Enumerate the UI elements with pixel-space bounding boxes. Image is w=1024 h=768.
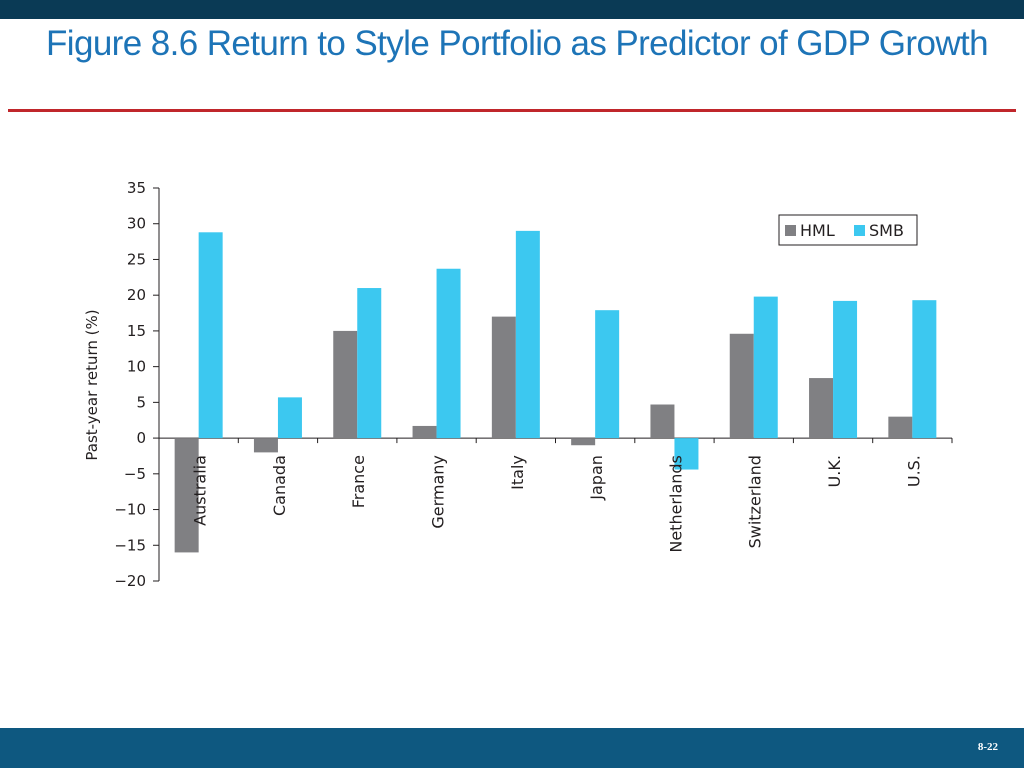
bar-smb-us xyxy=(912,300,937,439)
bar-smb-netherlands xyxy=(674,438,699,470)
bar-hml-uk xyxy=(809,378,834,439)
plot-area: 35 30 25 20 15 10 5 0 −5 −10 −15 −20 Australia Canada… xyxy=(114,179,953,590)
bar-hml-japan xyxy=(571,438,596,446)
bar-hml-germany xyxy=(412,425,437,439)
bar-smb-canada xyxy=(277,397,302,439)
x-tick-label: Netherlands xyxy=(666,455,685,553)
title-rule xyxy=(8,109,1016,112)
bar-smb-france xyxy=(357,288,382,439)
x-tick-label: U.K. xyxy=(825,455,844,487)
legend-swatch-hml xyxy=(785,225,796,236)
y-tick-label: 20 xyxy=(127,286,146,304)
x-tick-label: Italy xyxy=(508,455,527,490)
page-number: 8-22 xyxy=(977,741,998,753)
x-tick-label: Australia xyxy=(191,455,210,526)
bottom-bar: 8-22 xyxy=(0,728,1024,768)
bar-hml-italy xyxy=(491,316,516,439)
x-tick-label: France xyxy=(349,455,368,508)
legend-label-smb: SMB xyxy=(869,221,904,240)
y-tick-label: 25 xyxy=(127,250,146,268)
x-tick-label: Japan xyxy=(587,455,606,501)
legend: HML SMB xyxy=(778,214,918,246)
x-tick-label: Switzerland xyxy=(746,455,765,548)
bar-chart: Past-year return (%) 35 30 25 20 15 10 5 0 −5 −10… xyxy=(83,179,953,590)
y-tick-label: 30 xyxy=(127,215,146,233)
bar-hml-australia xyxy=(174,438,199,553)
bar-smb-italy xyxy=(515,230,540,439)
legend-swatch-smb xyxy=(854,225,865,236)
bar-smb-germany xyxy=(436,268,461,439)
y-tick-label: −20 xyxy=(114,572,146,590)
bar-smb-uk xyxy=(833,300,858,439)
y-tick-label: −10 xyxy=(114,501,146,519)
y-tick-label: 5 xyxy=(136,393,146,411)
bar-hml-us xyxy=(888,416,913,439)
legend-box xyxy=(778,214,918,246)
y-tick-label: 35 xyxy=(127,179,146,197)
bar-smb-japan xyxy=(595,310,620,439)
y-tick-label: 0 xyxy=(136,429,146,447)
y-tick-label: −5 xyxy=(124,465,146,483)
bar-hml-netherlands xyxy=(650,404,675,439)
top-bar xyxy=(0,0,1024,19)
slide-title: Figure 8.6 Return to Style Portfolio as … xyxy=(46,24,989,63)
x-tick-label: Canada xyxy=(270,455,289,516)
y-tick-label: −15 xyxy=(114,536,146,554)
bar-hml-france xyxy=(333,330,358,439)
legend-label-hml: HML xyxy=(800,221,835,240)
y-tick-label: 10 xyxy=(127,358,146,376)
bar-smb-australia xyxy=(198,232,223,439)
x-tick-label: Germany xyxy=(429,455,448,529)
x-tick-label: U.S. xyxy=(904,455,923,487)
bar-smb-switzerland xyxy=(753,296,778,439)
bar-hml-switzerland xyxy=(729,333,754,439)
y-axis-label: Past-year return (%) xyxy=(83,309,101,460)
bar-hml-canada xyxy=(253,438,278,453)
y-tick-label: 15 xyxy=(127,322,146,340)
